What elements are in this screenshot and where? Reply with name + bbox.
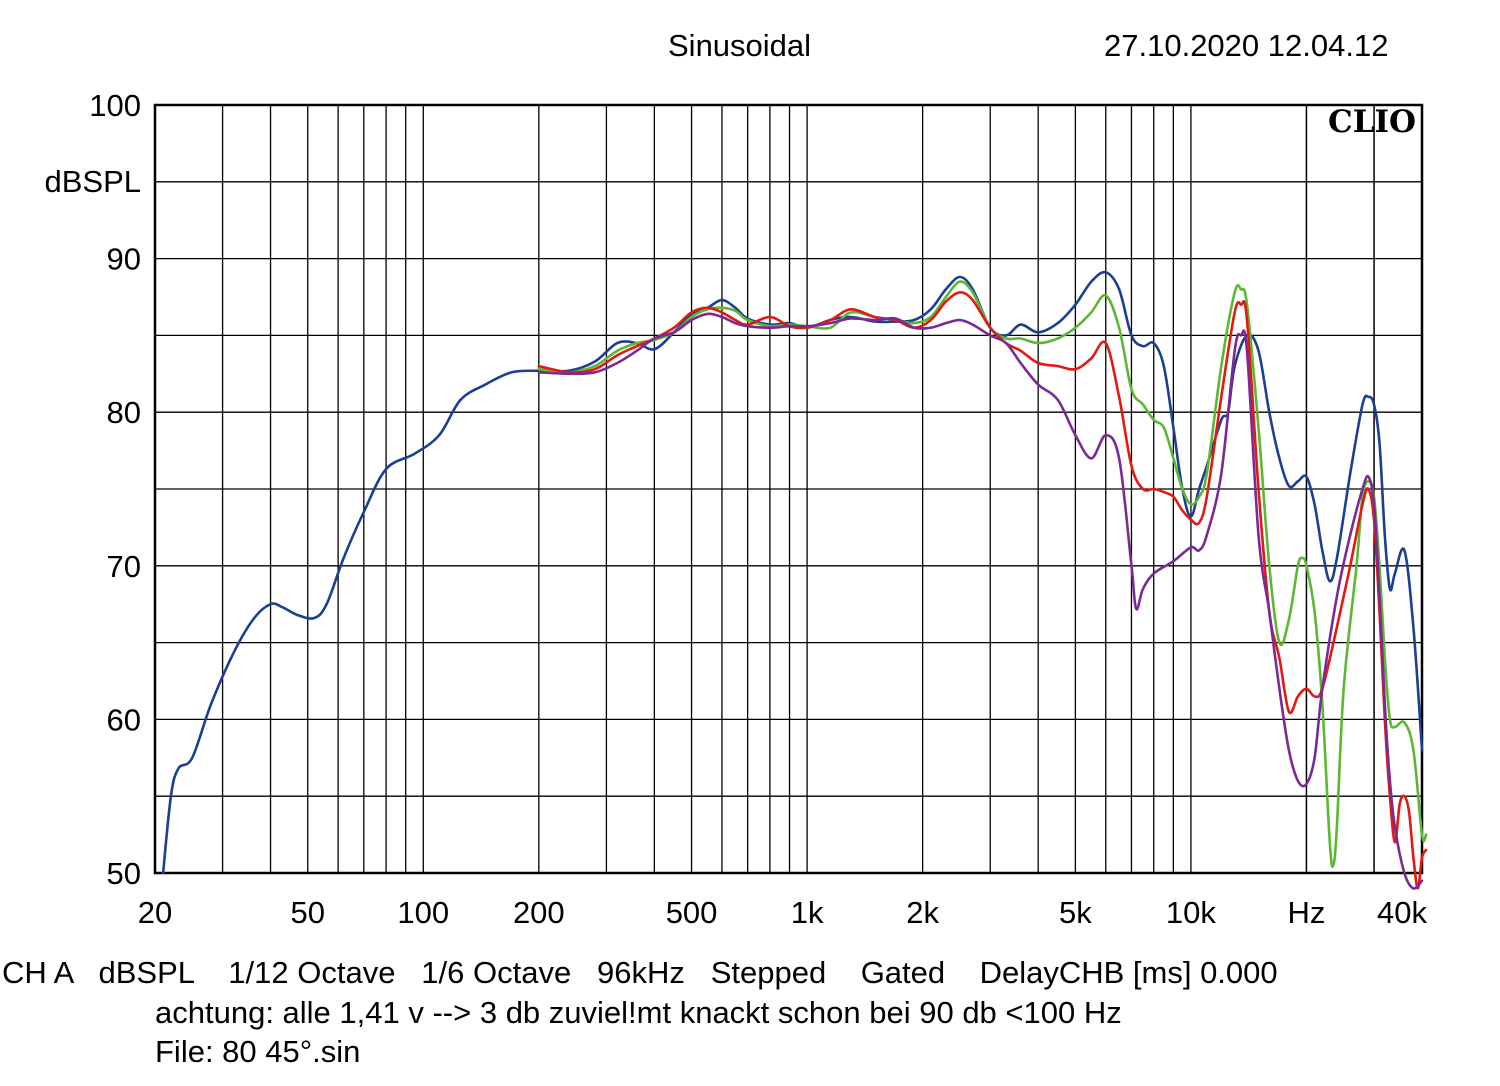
y-tick-label: 70 [107,549,141,584]
comment-line: achtung: alle 1,41 v --> 3 db zuviel!mt … [155,995,1122,1030]
x-tick-label: 5k [1059,895,1092,930]
x-tick-label: 1k [791,895,824,930]
x-tick-label: 20 [138,895,172,930]
series-lines [161,270,1428,890]
x-tick-label: 10k [1166,895,1216,930]
x-tick-label: 200 [513,895,565,930]
x-tick-label: Hz [1288,895,1326,930]
grid [155,105,1422,873]
x-tick-label: 500 [666,895,718,930]
plot-frame [153,103,1424,875]
y-axis-unit: dBSPL [44,164,141,199]
y-tick-label: 90 [107,242,141,277]
series-line-2 [537,280,1428,868]
x-tick-label: 40k [1377,895,1427,930]
x-tick-label: 100 [397,895,449,930]
y-tick-label: 50 [107,856,141,891]
y-tick-label: 100 [89,88,141,123]
file-line: File: 80 45°.sin [155,1034,361,1069]
measurement-mode: Sinusoidal [668,28,812,63]
y-axis-ticks: 50 60 70 80 90 100 [89,88,141,891]
y-tick-label: 80 [107,395,141,430]
x-tick-label: 2k [906,895,939,930]
x-tick-label: 50 [290,895,324,930]
timestamp: 27.10.2020 12.04.12 [1104,28,1389,63]
settings-line: CH A dBSPL 1/12 Octave 1/6 Octave 96kHz … [2,955,1278,990]
x-axis-ticks: 20 50 100 200 500 1k 2k 5k 10k Hz 40k [138,895,1428,930]
clio-logo: CLIO [1328,104,1416,140]
y-tick-label: 60 [107,702,141,737]
series-line-3 [537,291,1428,890]
series-line-4 [537,312,1424,890]
